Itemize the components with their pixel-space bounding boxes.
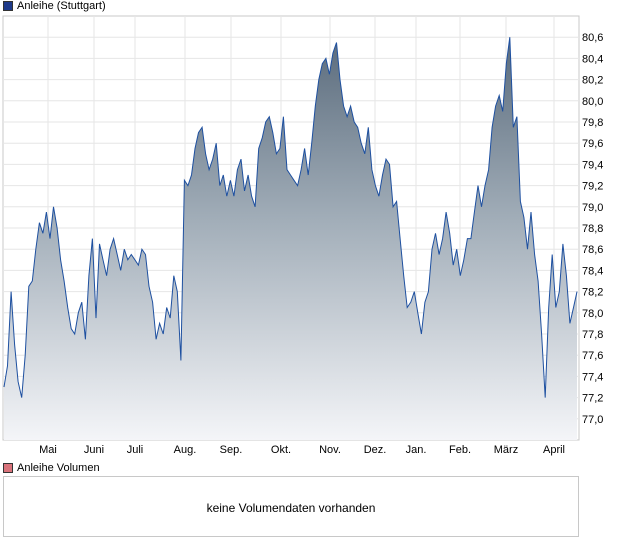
y-tick-label: 77,2 — [582, 393, 603, 405]
x-tick-label: Juni — [84, 444, 104, 456]
y-tick-label: 80,0 — [582, 96, 603, 108]
y-tick-label: 77,6 — [582, 350, 603, 362]
price-area — [4, 37, 577, 440]
y-tick-label: 78,8 — [582, 223, 603, 235]
x-tick-label: Mai — [39, 444, 57, 456]
y-tick-label: 78,6 — [582, 244, 603, 256]
y-tick-label: 79,8 — [582, 117, 603, 129]
volume-legend-swatch — [3, 463, 13, 473]
x-tick-label: Feb. — [449, 444, 471, 456]
x-tick-label: April — [543, 444, 565, 456]
x-axis: Mai Juni Juli Aug. Sep. Okt. Nov. Dez. Jan. Feb. M… — [39, 444, 565, 456]
y-tick-label: 78,0 — [582, 308, 603, 320]
volume-panel: keine Volumendaten vorhanden — [3, 476, 579, 537]
y-tick-label: 79,0 — [582, 202, 603, 214]
volume-legend-label: Anleihe Volumen — [17, 462, 100, 474]
price-line — [3, 37, 578, 398]
price-chart: 77,0 77,2 77,4 77,6 77,8 78,0 78,2 78,4 78,6 78,8… — [2, 15, 603, 456]
x-tick-label: Sep. — [220, 444, 243, 456]
y-tick-label: 78,4 — [582, 265, 603, 277]
y-tick-label: 80,4 — [582, 53, 603, 65]
volume-empty-message: keine Volumendaten vorhanden — [206, 501, 376, 515]
x-tick-label: Okt. — [271, 444, 291, 456]
x-tick-label: Dez. — [364, 444, 387, 456]
x-tick-label: Juli — [127, 444, 144, 456]
price-legend: Anleihe (Stuttgart) — [3, 0, 106, 12]
y-tick-label: 77,0 — [582, 414, 603, 426]
y-tick-label: 78,2 — [582, 287, 603, 299]
y-tick-label: 80,6 — [582, 32, 603, 44]
y-tick-label: 79,6 — [582, 138, 603, 150]
volume-legend: Anleihe Volumen — [3, 462, 100, 474]
y-tick-label: 79,2 — [582, 181, 603, 193]
y-axis: 77,0 77,2 77,4 77,6 77,8 78,0 78,2 78,4 78,6 78,8… — [582, 32, 603, 426]
price-legend-label: Anleihe (Stuttgart) — [17, 0, 106, 12]
y-tick-label: 79,4 — [582, 159, 603, 171]
price-legend-swatch — [3, 1, 13, 11]
y-tick-label: 80,2 — [582, 75, 603, 87]
y-tick-label: 77,8 — [582, 329, 603, 341]
y-tick-label: 77,4 — [582, 371, 603, 383]
x-tick-label: Aug. — [174, 444, 197, 456]
x-tick-label: Nov. — [319, 444, 341, 456]
x-tick-label: Jan. — [406, 444, 427, 456]
x-tick-label: März — [494, 444, 518, 456]
